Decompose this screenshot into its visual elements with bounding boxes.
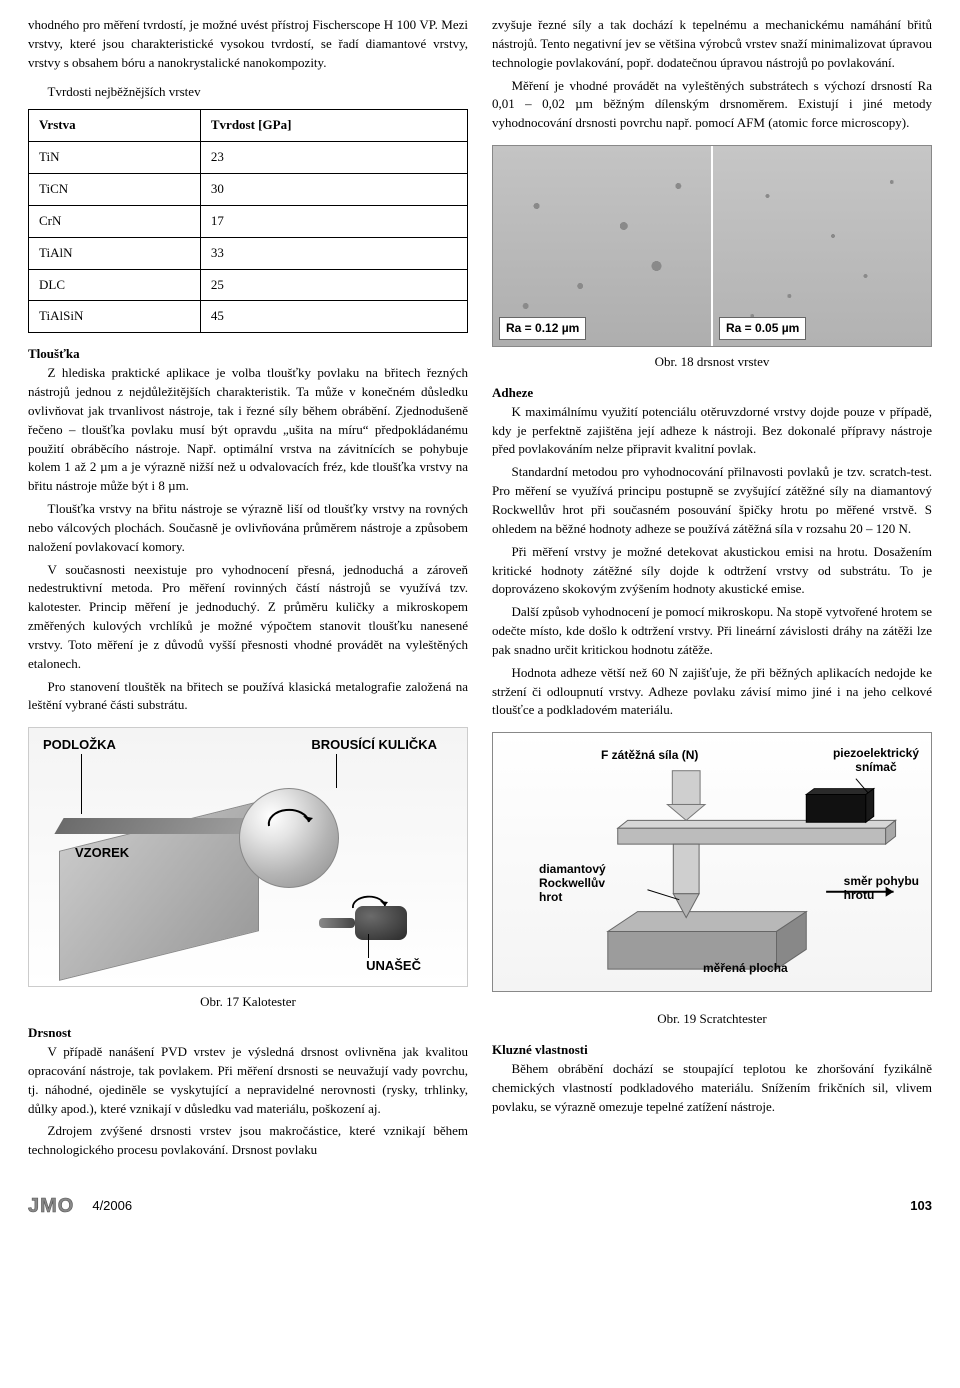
roughness-p1: V případě nanášení PVD vrstev je výsledn… (28, 1043, 468, 1118)
label-surface: měřená plocha (703, 960, 788, 977)
footer-left: JMO 4/2006 (28, 1192, 132, 1221)
label-direction: směr pohybu hrotu (844, 875, 919, 903)
roughness-p2: Zdrojem zvýšené drsnosti vrstev jsou mak… (28, 1122, 468, 1160)
hardness-heading: Tvrdosti nejběžnějších vrstev (28, 83, 468, 102)
roughness-image-right: Ra = 0.05 µm (713, 146, 931, 346)
label-vzorek: VZOREK (75, 844, 129, 863)
label-podlozka: PODLOŽKA (43, 736, 116, 755)
rotation-arrow-icon (259, 796, 319, 836)
figure-19-caption: Obr. 19 Scratchtester (492, 1010, 932, 1029)
thickness-p1: Z hlediska praktické aplikace je volba t… (28, 364, 468, 496)
table-row: DLC25 (29, 269, 468, 301)
sliding-p1: Během obrábění dochází se stoupající tep… (492, 1060, 932, 1117)
arrow-line (368, 934, 369, 958)
journal-logo: JMO (28, 1192, 74, 1221)
thickness-p4: Pro stanovení tlouštěk na břitech se pou… (28, 678, 468, 716)
adhesion-p1: K maximálnímu využití potenciálu otěruvz… (492, 403, 932, 460)
page-columns: vhodného pro měření tvrdostí, je možné u… (28, 16, 932, 1164)
left-column: vhodného pro měření tvrdostí, je možné u… (28, 16, 468, 1164)
roughness-image-left: Ra = 0.12 µm (493, 146, 711, 346)
table-row: TiAlSiN45 (29, 301, 468, 333)
thickness-p3: V současnosti neexistuje pro vyhodnocení… (28, 561, 468, 674)
ra-label-left: Ra = 0.12 µm (499, 317, 586, 340)
table-row: TiN23 (29, 142, 468, 174)
figure-18-caption: Obr. 18 drsnost vrstev (492, 353, 932, 372)
arrow-line (336, 754, 337, 788)
label-tip: diamantový Rockwellův hrot (539, 863, 606, 904)
hardness-col-value: Tvrdost [GPa] (200, 110, 467, 142)
roughness-title: Drsnost (28, 1024, 468, 1043)
adhesion-p5: Hodnota adheze větší než 60 N zajišťuje,… (492, 664, 932, 721)
table-row: CrN17 (29, 205, 468, 237)
figure-17: PODLOŽKA BROUSÍCÍ KULIČKA VZOREK UNAŠEČ (28, 727, 468, 1012)
scratch-diagram: F zátěžná síla (N) piezoelektrický sníma… (492, 732, 932, 992)
label-force: F zátěžná síla (N) (601, 747, 698, 764)
thickness-p2: Tloušťka vrstvy na břitu nástroje se výr… (28, 500, 468, 557)
roughness-p3: zvyšuje řezné síly a tak dochází k tepel… (492, 16, 932, 73)
label-sensor: piezoelektrický snímač (833, 747, 919, 775)
arrow-line (81, 754, 82, 814)
table-row: TiAlN33 (29, 237, 468, 269)
page-footer: JMO 4/2006 103 (28, 1192, 932, 1221)
page-number: 103 (910, 1197, 932, 1216)
figure-19: F zátěžná síla (N) piezoelektrický sníma… (492, 732, 932, 1029)
sliding-title: Kluzné vlastnosti (492, 1041, 932, 1060)
kalotester-diagram: PODLOŽKA BROUSÍCÍ KULIČKA VZOREK UNAŠEČ (28, 727, 468, 987)
label-kulicka: BROUSÍCÍ KULIČKA (311, 736, 437, 755)
roughness-image-pair: Ra = 0.12 µm Ra = 0.05 µm (492, 145, 932, 347)
adhesion-p2: Standardní metodou pro vyhodnocování při… (492, 463, 932, 538)
rotation-arrow-icon (347, 888, 391, 916)
ra-label-right: Ra = 0.05 µm (719, 317, 806, 340)
figure-18: Ra = 0.12 µm Ra = 0.05 µm Obr. 18 drsnos… (492, 145, 932, 372)
issue-label: 4/2006 (92, 1197, 132, 1216)
roughness-p4: Měření je vhodné provádět na vyleštěných… (492, 77, 932, 134)
adhesion-p4: Další způsob vyhodnocení je pomocí mikro… (492, 603, 932, 660)
kalotester-wedge-top (54, 818, 263, 834)
right-column: zvyšuje řezné síly a tak dochází k tepel… (492, 16, 932, 1164)
thickness-title: Tloušťka (28, 345, 468, 364)
label-unasec: UNAŠEČ (366, 957, 421, 976)
hardness-table: Vrstva Tvrdost [GPa] TiN23 TiCN30 CrN17 … (28, 109, 468, 333)
table-row: TiCN30 (29, 174, 468, 206)
intro-paragraph: vhodného pro měření tvrdostí, je možné u… (28, 16, 468, 73)
hardness-col-layer: Vrstva (29, 110, 201, 142)
adhesion-title: Adheze (492, 384, 932, 403)
figure-17-caption: Obr. 17 Kalotester (28, 993, 468, 1012)
adhesion-p3: Při měření vrstvy je možné detekovat aku… (492, 543, 932, 600)
